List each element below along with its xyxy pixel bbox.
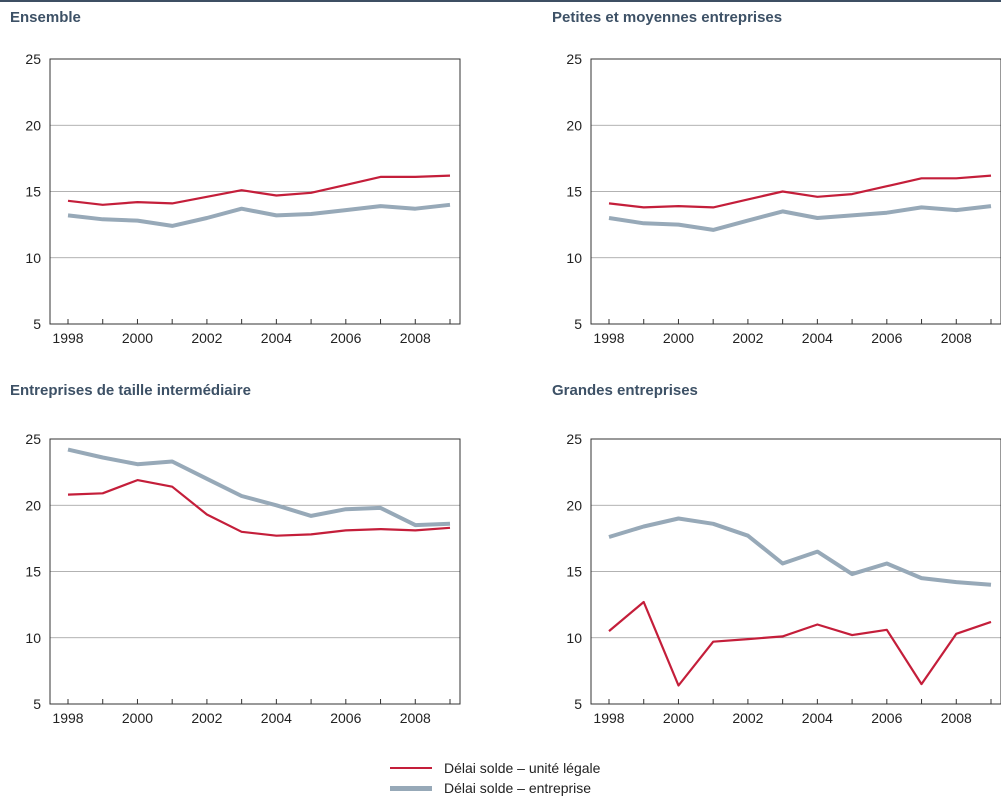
- series-line-entreprise: [608, 204, 992, 232]
- y-tick-label: 20: [566, 117, 582, 133]
- series-line-unite-legale: [67, 174, 451, 206]
- y-tick-label: 25: [25, 51, 41, 67]
- panel-title-ensemble: Ensemble: [10, 9, 81, 26]
- legend: Délai solde – unité légale Délai solde –…: [390, 758, 600, 798]
- x-tick-label: 2006: [330, 710, 361, 726]
- legend-label: Délai solde – unité légale: [444, 760, 601, 776]
- x-tick-label: 2002: [191, 330, 222, 346]
- panel-title-pme: Petites et moyennes entreprises: [552, 9, 783, 26]
- x-tick-label: 2004: [261, 330, 292, 346]
- y-tick-label: 25: [566, 51, 582, 67]
- series-line-unite-legale: [608, 600, 992, 687]
- y-tick-label: 25: [25, 431, 41, 447]
- series-line-entreprise: [67, 447, 451, 528]
- y-tick-label: 15: [25, 564, 41, 580]
- x-tick-label: 2000: [663, 710, 694, 726]
- x-tick-label: 1998: [593, 330, 624, 346]
- y-tick-label: 5: [33, 696, 41, 712]
- x-tick-label: 2002: [732, 710, 763, 726]
- y-tick-label: 15: [566, 184, 582, 200]
- legend-item-entreprise: Délai solde – entreprise: [390, 778, 600, 798]
- y-tick-label: 5: [574, 696, 582, 712]
- x-tick-label: 2008: [941, 330, 972, 346]
- series-line-unite-legale: [608, 174, 992, 209]
- x-tick-label: 2006: [330, 330, 361, 346]
- y-tick-label: 20: [25, 117, 41, 133]
- x-tick-label: 2008: [941, 710, 972, 726]
- plot-frame: [49, 438, 461, 705]
- y-tick-label: 25: [566, 431, 582, 447]
- x-tick-label: 1998: [52, 710, 83, 726]
- legend-swatch-red: [390, 767, 432, 769]
- x-tick-label: 2002: [732, 330, 763, 346]
- x-tick-label: 2002: [191, 710, 222, 726]
- x-tick-label: 2004: [261, 710, 292, 726]
- x-tick-label: 2004: [802, 330, 833, 346]
- series-line-entreprise: [67, 202, 451, 228]
- legend-item-unite-legale: Délai solde – unité légale: [390, 758, 600, 778]
- series-line-entreprise: [608, 516, 992, 587]
- y-tick-label: 5: [574, 316, 582, 332]
- y-tick-label: 15: [25, 184, 41, 200]
- legend-label: Délai solde – entreprise: [444, 780, 592, 796]
- series-line-unite-legale: [67, 479, 451, 537]
- panel-title-eti: Entreprises de taille intermédiaire: [10, 382, 251, 399]
- x-tick-label: 2006: [871, 710, 902, 726]
- x-tick-label: 2006: [871, 330, 902, 346]
- y-tick-label: 10: [566, 250, 582, 266]
- x-tick-label: 1998: [593, 710, 624, 726]
- y-tick-label: 10: [25, 250, 41, 266]
- y-tick-label: 10: [25, 630, 41, 646]
- y-tick-label: 15: [566, 564, 582, 580]
- plot-frame: [49, 58, 461, 325]
- x-tick-label: 2004: [802, 710, 833, 726]
- x-tick-label: 2008: [400, 710, 431, 726]
- x-tick-label: 2000: [663, 330, 694, 346]
- y-tick-label: 20: [25, 497, 41, 513]
- panel-title-grandes: Grandes entreprises: [552, 382, 698, 399]
- top-rule: [0, 0, 1001, 2]
- x-tick-label: 2000: [122, 330, 153, 346]
- y-tick-label: 10: [566, 630, 582, 646]
- x-tick-label: 2000: [122, 710, 153, 726]
- y-tick-label: 20: [566, 497, 582, 513]
- plot-frame: [590, 58, 1001, 325]
- x-tick-label: 1998: [52, 330, 83, 346]
- x-tick-label: 2008: [400, 330, 431, 346]
- plot-frame: [590, 438, 1001, 705]
- legend-swatch-grey: [390, 785, 432, 791]
- y-tick-label: 5: [33, 316, 41, 332]
